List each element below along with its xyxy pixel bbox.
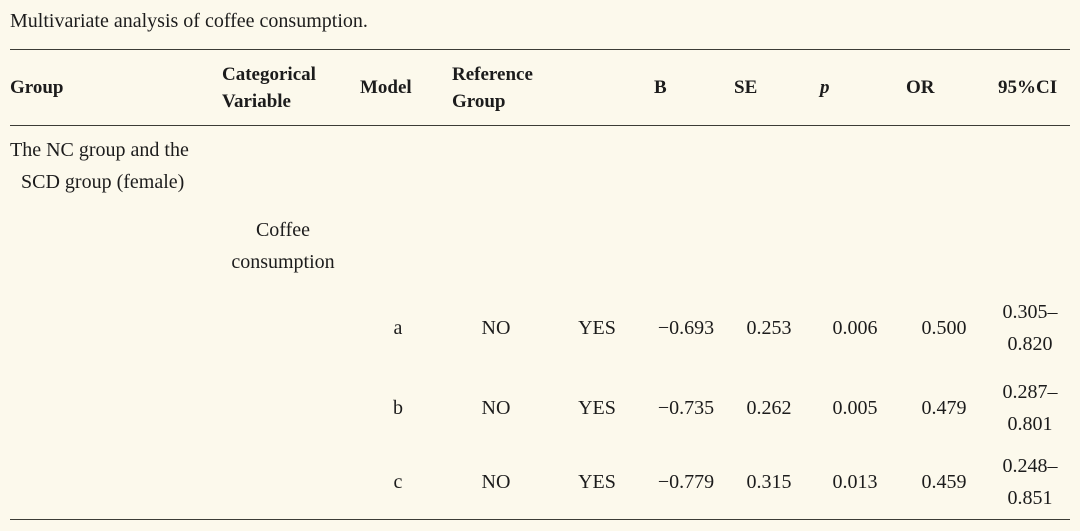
cell-p — [812, 126, 898, 206]
cell-or: 0.500 — [921, 316, 967, 339]
table-row-group-label: The NC group and the SCD group (female) — [10, 126, 1070, 206]
cell-ci: 0.287–0.801 — [1002, 380, 1058, 435]
cell-reference-group: NO — [481, 396, 511, 419]
col-header-comparison-empty — [548, 50, 646, 126]
col-header-reference-group: Reference Group — [452, 63, 533, 112]
cell-p: 0.013 — [832, 471, 878, 494]
cell-ci — [990, 126, 1070, 206]
col-header-or: OR — [906, 77, 935, 98]
cell-group — [10, 370, 214, 446]
cell-group — [10, 446, 214, 520]
cell-ci: 0.305–0.820 — [1002, 300, 1058, 355]
cell-categorical-variable — [214, 446, 352, 520]
cell-categorical-variable: Coffee consumption — [231, 218, 335, 273]
cell-p — [812, 206, 898, 286]
cell-or: 0.479 — [921, 396, 967, 419]
cell-se: 0.253 — [746, 316, 792, 339]
cell-reference-group: NO — [481, 316, 511, 339]
col-header-group: Group — [10, 77, 64, 98]
cell-group — [10, 286, 214, 370]
cell-se: 0.315 — [746, 471, 792, 494]
col-header-p: p — [820, 77, 830, 98]
cell-model — [352, 206, 444, 286]
cell-or — [898, 206, 990, 286]
multivariate-analysis-table: Group Categorical Variable Model Referen… — [10, 49, 1070, 520]
cell-comparison: YES — [578, 396, 616, 419]
cell-reference-group — [444, 126, 548, 206]
cell-reference-group: NO — [481, 471, 511, 494]
cell-group — [10, 206, 214, 286]
cell-b: −0.779 — [657, 471, 715, 494]
cell-model: b — [393, 396, 403, 419]
cell-b — [646, 206, 726, 286]
col-header-95ci: 95%CI — [998, 77, 1058, 98]
cell-b: −0.735 — [657, 396, 715, 419]
cell-ci — [990, 206, 1070, 286]
header-row: Group Categorical Variable Model Referen… — [10, 50, 1070, 126]
cell-comparison: YES — [578, 316, 616, 339]
table-row-variable-label: Coffee consumption — [10, 206, 1070, 286]
col-header-categorical-variable: Categorical Variable — [222, 63, 316, 112]
table-row-model-a: a NO YES −0.693 0.253 0.006 0.500 0.305–… — [10, 286, 1070, 370]
cell-ci: 0.248–0.851 — [1002, 455, 1058, 510]
cell-b — [646, 126, 726, 206]
table-row-model-b: b NO YES −0.735 0.262 0.005 0.479 0.287–… — [10, 370, 1070, 446]
cell-categorical-variable — [214, 286, 352, 370]
cell-reference-group — [444, 206, 548, 286]
col-header-b: B — [654, 77, 667, 98]
cell-p: 0.006 — [832, 316, 878, 339]
cell-categorical-variable — [214, 126, 352, 206]
cell-p: 0.005 — [832, 396, 878, 419]
cell-se — [726, 126, 812, 206]
cell-or: 0.459 — [921, 471, 967, 494]
cell-se: 0.262 — [746, 396, 792, 419]
table-caption: Multivariate analysis of coffee consumpt… — [10, 10, 368, 32]
cell-b: −0.693 — [657, 316, 715, 339]
table-row-model-c: c NO YES −0.779 0.315 0.013 0.459 0.248–… — [10, 446, 1070, 520]
cell-comparison: YES — [578, 471, 616, 494]
cell-model — [352, 126, 444, 206]
col-header-se: SE — [734, 77, 758, 98]
cell-model: c — [393, 471, 403, 494]
cell-or — [898, 126, 990, 206]
col-header-model: Model — [360, 77, 412, 98]
cell-comparison — [548, 206, 646, 286]
cell-comparison — [548, 126, 646, 206]
cell-se — [726, 206, 812, 286]
cell-model: a — [393, 316, 403, 339]
cell-categorical-variable — [214, 370, 352, 446]
cell-group: The NC group and the SCD group (female) — [10, 138, 189, 193]
